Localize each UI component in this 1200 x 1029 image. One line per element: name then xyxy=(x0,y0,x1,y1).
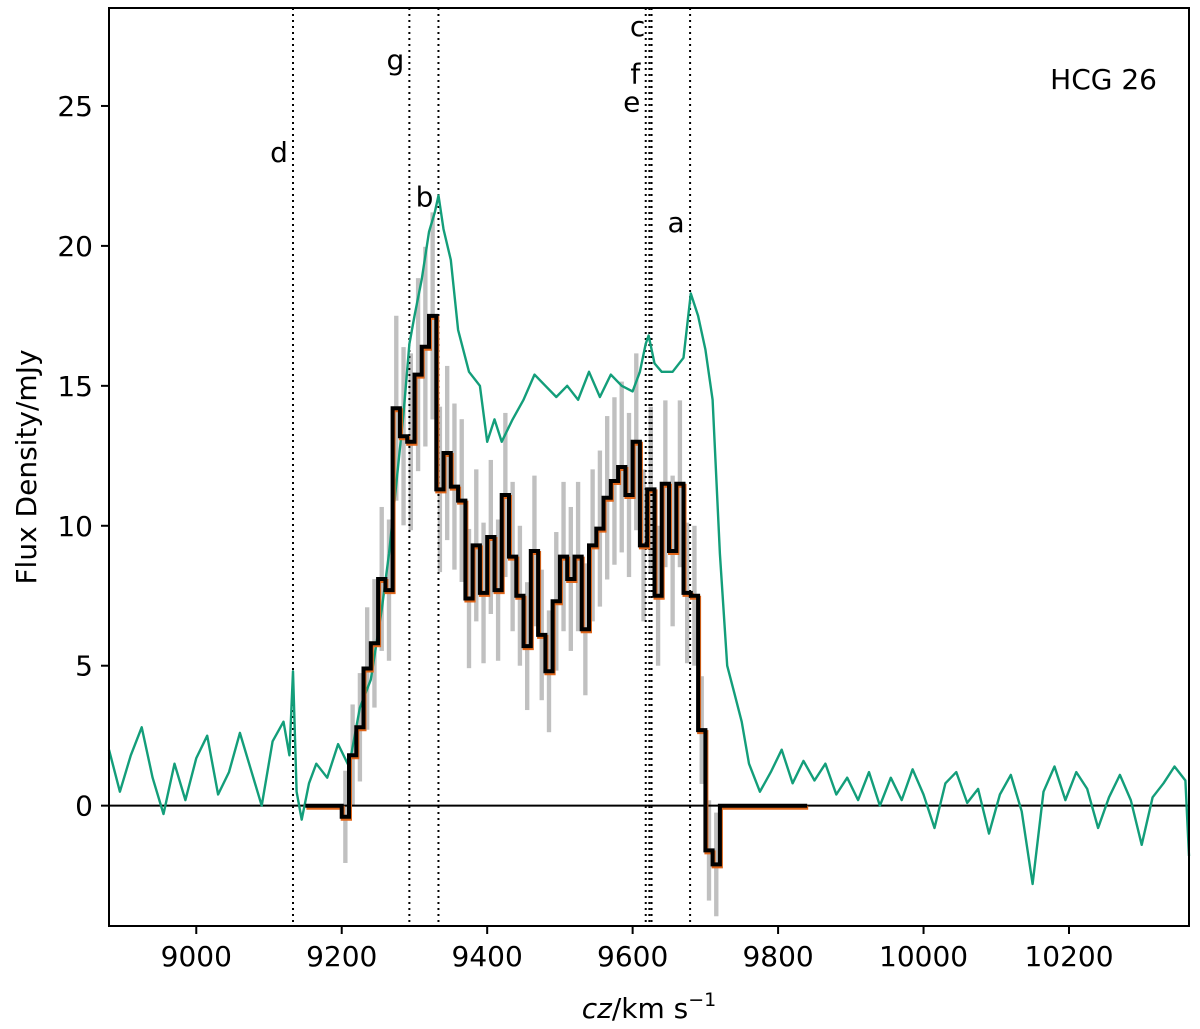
x-axis-label: cz/km s−1 xyxy=(582,989,717,1025)
plot-frame xyxy=(108,7,1190,927)
y-tick-label: 5 xyxy=(75,650,93,683)
marker-label-e: e xyxy=(623,86,640,119)
x-axis-label-var: cz xyxy=(582,992,613,1025)
y-tick-label: 20 xyxy=(57,230,93,263)
x-tick-label: 9000 xyxy=(161,940,232,973)
marker-label-b: b xyxy=(416,181,434,214)
x-tick-label: 10200 xyxy=(1024,940,1113,973)
x-axis-label-exp: −1 xyxy=(688,989,716,1011)
x-axis-label-unit: /km s xyxy=(612,992,688,1025)
x-tick-label: 9200 xyxy=(306,940,377,973)
y-tick-label: 15 xyxy=(57,370,93,403)
marker-label-d: d xyxy=(270,136,288,169)
annotation-label: HCG 26 xyxy=(1050,63,1157,96)
marker-label-g: g xyxy=(386,44,404,77)
y-tick-label: 0 xyxy=(75,790,93,823)
marker-label-c: c xyxy=(630,10,645,43)
x-tick-label: 9600 xyxy=(597,940,668,973)
series-line-thin xyxy=(107,194,1191,886)
y-axis-label: Flux Density/mJy xyxy=(10,349,43,584)
vertical-markers-layer: d g b efc a xyxy=(270,8,692,926)
series-layer xyxy=(107,194,1191,886)
marker-label-a: a xyxy=(668,206,685,239)
series-step-line xyxy=(305,313,808,867)
ticks-layer: 9000 9200 9400 9600 9800 10000 10200 0 5 10 15 20 25 xyxy=(57,90,1113,973)
y-tick-label: 25 xyxy=(57,90,93,123)
x-tick-label: 9800 xyxy=(742,940,813,973)
marker-label-f: f xyxy=(630,58,641,91)
x-tick-label: 9400 xyxy=(452,940,523,973)
x-tick-label: 10000 xyxy=(879,940,968,973)
y-tick-label: 10 xyxy=(57,510,93,543)
